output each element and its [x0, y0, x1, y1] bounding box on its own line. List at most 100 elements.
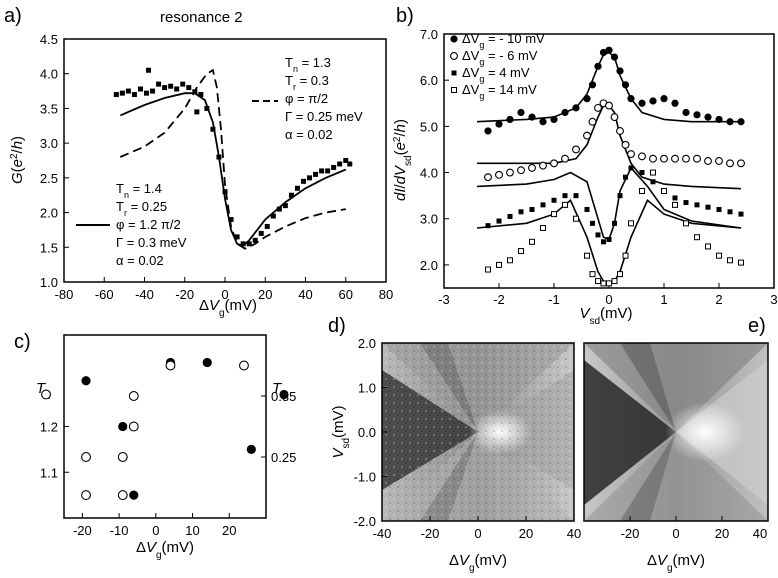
filled-square-marker [294, 185, 300, 191]
ytick-left-label: 1.1 [40, 465, 58, 480]
filled-square-marker [650, 179, 656, 185]
filled-circle-marker [583, 95, 591, 103]
open-circle-marker [117, 490, 128, 501]
filled-square-marker [131, 92, 137, 98]
xtick-label: 0 [221, 287, 228, 302]
panel-e-ticks: -20 0 20 40 [621, 516, 769, 541]
open-square-marker [705, 243, 711, 250]
panel-d-label: d) [328, 315, 346, 337]
filled-square-marker [282, 203, 288, 209]
panel-a-legend-dashed: Tn = 1.3Tr = 0.3φ = π/2 Γ = 0.25 meV α = 0… [252, 55, 363, 142]
legend-label: ΔVg = - 6 mV [462, 48, 538, 67]
filled-circle-marker [506, 115, 514, 124]
filled-square-marker [584, 206, 590, 212]
open-circle-marker [572, 145, 580, 154]
filled-square-marker [601, 239, 606, 245]
filled-square-marker [639, 170, 645, 176]
panel-e: e) -20 0 20 40 ΔVg(mV) [583, 315, 769, 574]
panel-e-heatmap [584, 343, 768, 521]
open-circle-marker [128, 421, 139, 432]
legend-solid-text: α = 0.02 [116, 253, 164, 268]
xtick-label: -20 [621, 526, 640, 541]
filled-circle-marker [495, 120, 503, 128]
legend-solid-text: Tr = 0.25 [116, 199, 167, 218]
open-circle-marker [660, 154, 668, 163]
xtick-label: -20 [175, 287, 194, 302]
fit-line [477, 104, 742, 190]
xtick-label: 0 [672, 526, 679, 541]
filled-circle-marker [621, 81, 630, 89]
ytick-label: 4.0 [420, 166, 438, 181]
open-circle-marker [539, 161, 547, 170]
open-circle-marker [81, 490, 91, 501]
xtick-label: 0 [152, 523, 159, 538]
filled-square-marker [507, 213, 513, 219]
open-circle-marker [450, 52, 458, 60]
open-circle-marker [726, 159, 734, 168]
filled-square-marker [180, 81, 186, 87]
panel-a: a) resonance 2 1.01.52.02.53.03.54.04.5 … [4, 5, 393, 319]
open-circle-marker [605, 101, 613, 110]
filled-circle-marker [737, 118, 745, 126]
ytick-label: 7.0 [420, 27, 438, 42]
open-circle-marker [638, 152, 646, 161]
xtick-label: 40 [753, 526, 767, 541]
filled-square-marker [485, 223, 491, 229]
panel-b-ylabel: dI/dVsd(e2/h) [392, 119, 414, 201]
xtick-label: -10 [110, 523, 129, 538]
open-circle-marker [128, 391, 139, 401]
open-circle-marker [682, 154, 690, 163]
filled-square-marker [518, 209, 524, 215]
xtick-label: 3 [770, 292, 777, 307]
filled-circle-marker [450, 35, 458, 43]
filled-square-marker [325, 168, 331, 174]
filled-circle-marker [638, 99, 646, 107]
panel-b-xticks: -3 -2 -1 0 1 2 3 [438, 283, 778, 307]
panel-b-yticks: 2.0 3.0 4.0 5.0 6.0 7.0 [420, 27, 449, 273]
panel-e-label: e) [748, 315, 766, 337]
panel-a-ylabel: G(e2/h) [9, 136, 27, 184]
panel-d-ylabel: Vsd(mV) [330, 405, 352, 458]
panel-c-plot [41, 357, 289, 501]
legend-label: ΔVg = 4 mV [462, 65, 530, 84]
ytick-label: 2.0 [40, 206, 58, 221]
open-circle-marker [81, 452, 91, 462]
filled-circle-marker [539, 118, 547, 126]
open-square-marker [617, 271, 623, 278]
filled-square-marker [738, 211, 744, 217]
open-square-marker [595, 278, 601, 285]
ytick-label: 3.5 [40, 101, 58, 116]
open-circle-marker [671, 154, 679, 163]
filled-circle-marker [528, 113, 536, 121]
filled-circle-marker [616, 67, 624, 75]
open-circle-marker [594, 103, 602, 112]
xtick-label: -40 [373, 526, 392, 541]
filled-circle-marker [693, 111, 701, 119]
ytick-label: 5.0 [420, 119, 438, 134]
filled-circle-marker [246, 444, 256, 454]
open-circle-marker [715, 157, 723, 165]
filled-square-marker [137, 86, 143, 92]
open-circle-marker [561, 154, 569, 163]
open-circle-marker [528, 163, 536, 172]
open-circle-marker [737, 159, 745, 168]
panel-d-xlabel: ΔVg(mV) [449, 552, 507, 574]
panel-a-label: a) [4, 5, 22, 27]
filled-square-marker [300, 178, 306, 184]
xtick-label: -1 [548, 292, 560, 307]
filled-square-marker [590, 220, 595, 226]
open-square-marker [600, 280, 607, 287]
open-circle-marker [693, 154, 701, 163]
open-square-marker [496, 261, 502, 268]
panel-b-label: b) [396, 5, 414, 27]
filled-square-marker [540, 202, 546, 208]
xtick-label: -3 [438, 292, 450, 307]
filled-square-marker [694, 202, 700, 208]
xtick-label: -2 [493, 292, 505, 307]
filled-square-marker [252, 237, 258, 243]
xtick-label: 20 [715, 526, 729, 541]
filled-square-marker [628, 165, 634, 171]
filled-square-marker [113, 92, 119, 98]
open-circle-marker [588, 117, 597, 126]
